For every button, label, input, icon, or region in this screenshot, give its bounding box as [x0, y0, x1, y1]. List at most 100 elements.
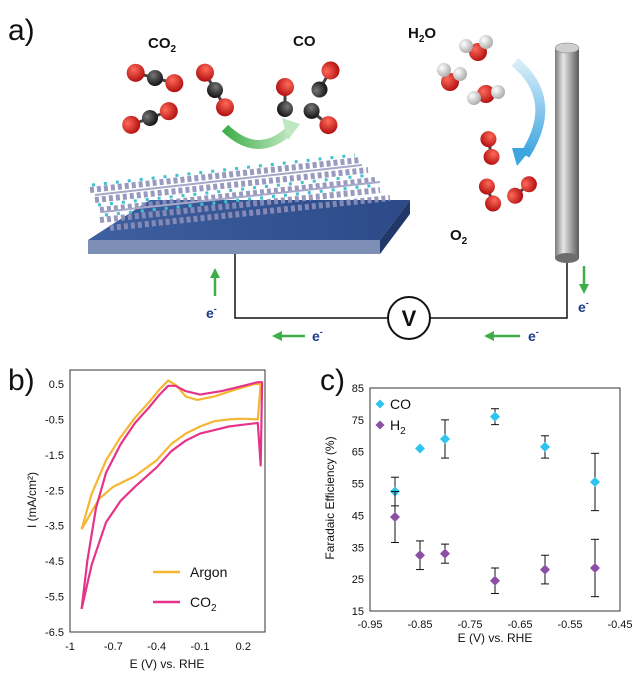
- x-tick-label: -0.85: [407, 619, 432, 631]
- electrode-plate-top: [88, 200, 410, 240]
- co-label: CO: [293, 33, 316, 50]
- x-tick-label: -0.45: [607, 619, 632, 631]
- panel-a-schematic: a) CO2 CO H2O O2: [8, 14, 589, 344]
- data-point: [415, 550, 425, 561]
- y-tick-label: -6.5: [45, 627, 64, 639]
- data-point: [590, 476, 600, 487]
- o2-molecule: [507, 176, 537, 204]
- data-point: [390, 512, 400, 523]
- x-tick-label: -0.7: [104, 641, 123, 653]
- y-tick-label: 65: [352, 447, 364, 459]
- panel-c-chart: c) 85 75 65 55 45 35 25 15 -0.95 -0.85 -0.75 -0.65…: [320, 364, 633, 645]
- svg-text:e-: e-: [528, 327, 539, 344]
- x-tick-label: 0.2: [236, 641, 251, 653]
- data-point: [415, 443, 425, 454]
- counter-electrode-bottom: [555, 253, 579, 263]
- co2-molecule: [122, 102, 178, 134]
- y-tick-label: 0.5: [49, 379, 64, 391]
- y-axis-label: Faradaic Efficiency (%): [323, 436, 337, 559]
- y-tick-label: 55: [352, 479, 364, 491]
- x-tick-label: -0.75: [457, 619, 482, 631]
- y-tick-labels: 85 75 65 55 45 35 25 15: [352, 383, 364, 618]
- y-tick-label: -3.5: [45, 521, 64, 533]
- svg-text:e-: e-: [206, 304, 217, 321]
- x-tick-label: -1: [65, 641, 75, 653]
- x-tick-label: -0.55: [557, 619, 582, 631]
- oxidation-arrow: [511, 58, 546, 158]
- legend-label: H2: [390, 417, 406, 437]
- reduction-arrow: [221, 124, 294, 149]
- co-molecule: [311, 61, 340, 98]
- electrode-plate-side: [88, 240, 380, 254]
- y-axis-label: I (mA/cm²): [25, 472, 39, 528]
- legend-label: CO: [390, 396, 411, 412]
- panel-c-label: c): [320, 364, 345, 397]
- x-tick-labels: -0.95 -0.85 -0.75 -0.65 -0.55 -0.45: [357, 619, 632, 631]
- co-molecule: [303, 102, 338, 135]
- counter-electrode-top: [554, 42, 580, 54]
- panel-b-label: b): [8, 364, 35, 397]
- x-tick-label: -0.4: [147, 641, 166, 653]
- y-tick-label: -2.5: [45, 485, 64, 497]
- o2-molecule: [480, 131, 500, 165]
- o2-label: O2: [450, 227, 468, 247]
- x-axis-label: E (V) vs. RHE: [130, 657, 205, 671]
- y-tick-label: 85: [352, 383, 364, 395]
- data-point: [440, 548, 450, 559]
- legend-label: CO2: [190, 594, 217, 614]
- h2o-molecule: [467, 85, 505, 105]
- y-tick-label: 35: [352, 542, 364, 554]
- h2o-molecule: [437, 63, 467, 91]
- y-tick-label: -0.5: [45, 414, 64, 426]
- svg-text:e-: e-: [578, 298, 589, 315]
- x-tick-label: -0.65: [507, 619, 532, 631]
- data-point: [540, 564, 550, 575]
- legend: CO H2: [375, 396, 411, 437]
- series-points: [390, 408, 600, 598]
- h2o-label: H2O: [408, 25, 436, 45]
- y-tick-label: 45: [352, 510, 364, 522]
- voltmeter-label: V: [402, 306, 417, 331]
- nanostructure-film: [89, 153, 391, 231]
- panel-b-chart: b) 0.5 -0.5 -1.5 -2.5 -3.5 -4.5 -5.5 -6.5 -1 -0.…: [8, 364, 266, 671]
- h2o-molecule: [459, 35, 493, 61]
- x-axis-label: E (V) vs. RHE: [458, 631, 533, 645]
- o2-molecule: [478, 178, 502, 212]
- series-line: [80, 381, 264, 610]
- series-lines: [80, 379, 264, 610]
- co2-label: CO2: [148, 35, 177, 55]
- y-tick-label: -1.5: [45, 450, 64, 462]
- svg-text:e-: e-: [312, 327, 323, 344]
- y-tick-label: -4.5: [45, 556, 64, 568]
- series-line: [80, 379, 262, 530]
- y-tick-labels: 0.5 -0.5 -1.5 -2.5 -3.5 -4.5 -5.5 -6.5: [45, 379, 64, 639]
- y-tick-label: -5.5: [45, 592, 64, 604]
- data-point: [490, 411, 500, 422]
- data-point: [490, 575, 500, 586]
- co-molecule: [276, 78, 294, 117]
- data-point: [440, 433, 450, 444]
- counter-electrode: [555, 48, 579, 258]
- y-tick-label: 25: [352, 574, 364, 586]
- panel-a-label: a): [8, 14, 35, 47]
- electron-flow: e- e- e- e-: [206, 266, 589, 344]
- legend-marker: [375, 420, 385, 430]
- y-tick-label: 75: [352, 415, 364, 427]
- legend: Argon CO2: [153, 564, 227, 614]
- x-tick-labels: -1 -0.7 -0.4 -0.1 0.2: [65, 641, 251, 653]
- plot-frame: [369, 387, 621, 612]
- voltmeter-circle: [387, 296, 431, 340]
- oxidation-arrowhead: [512, 148, 532, 166]
- plot-frame: [69, 369, 266, 633]
- x-tick-label: -0.1: [191, 641, 210, 653]
- legend-marker: [375, 399, 385, 409]
- circuit-wire: [430, 263, 568, 319]
- electrode-plate-end: [380, 200, 410, 254]
- x-tick-label: -0.95: [357, 619, 382, 631]
- legend-label: Argon: [190, 564, 227, 580]
- circuit-wire: [234, 254, 388, 319]
- data-point: [590, 562, 600, 573]
- reduction-arrowhead: [282, 118, 300, 140]
- co2-molecule: [126, 63, 184, 93]
